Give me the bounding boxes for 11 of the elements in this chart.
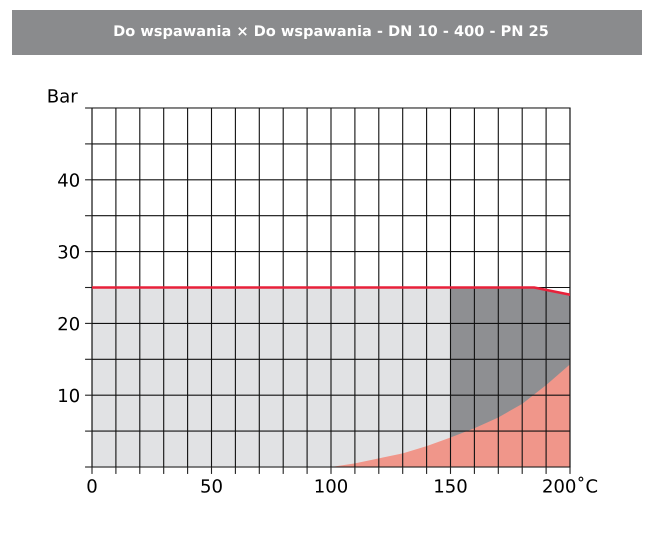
- x-tick-label: 200˚C: [543, 476, 598, 493]
- x-tick-label: 50: [201, 479, 222, 493]
- y-tick-label: 10: [59, 388, 79, 402]
- x-tick-label: 150: [435, 479, 467, 493]
- chart-title: Do wspawania × Do wspawania - DN 10 - 400 - PN 25: [114, 24, 548, 40]
- x-tick-label: 100: [316, 479, 348, 493]
- y-axis-title: Bar: [48, 89, 78, 103]
- y-tick-label: 20: [58, 316, 79, 331]
- x-tick-label: 0: [87, 479, 97, 493]
- y-tick-label: 40: [58, 173, 79, 187]
- y-tick-label: 30: [58, 245, 79, 259]
